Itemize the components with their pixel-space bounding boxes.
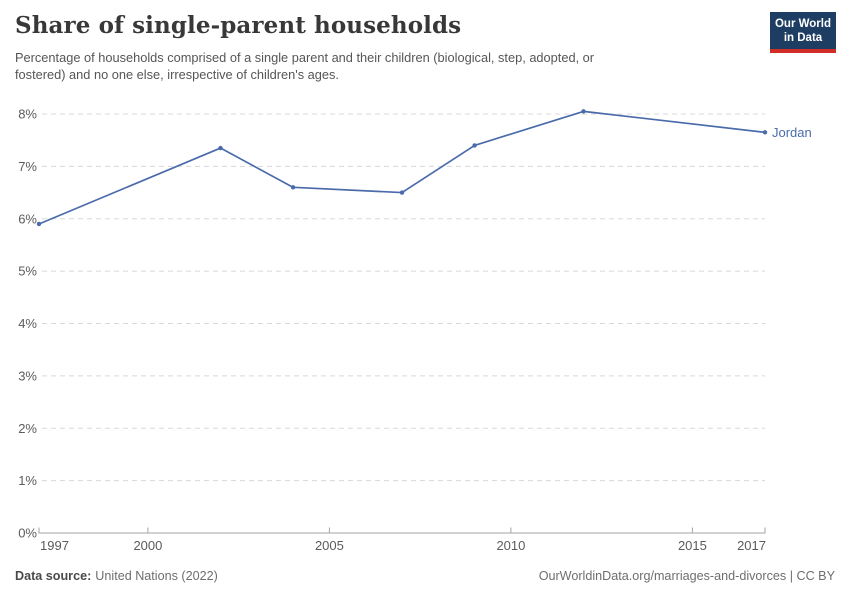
chart-footer: Data source: United Nations (2022) OurWor…: [15, 569, 835, 583]
y-axis-tick-label: 0%: [18, 526, 37, 541]
owid-logo-line-2: in Data: [783, 32, 823, 44]
owid-logo[interactable]: Our World in Data: [770, 12, 836, 53]
series-label: Jordan: [772, 125, 812, 140]
x-axis-tick-label: 2005: [315, 538, 344, 553]
y-axis-tick-label: 4%: [18, 316, 37, 331]
y-axis-tick-label: 8%: [18, 107, 37, 122]
credit-link[interactable]: OurWorldinData.org/marriages-and-divorce…: [538, 569, 835, 583]
data-line: [38, 110, 766, 225]
page-title: Share of single-parent households: [15, 12, 462, 39]
chart-subtitle-line-2: fostered) and no one else, irrespective …: [15, 67, 339, 82]
data-source-value: United Nations (2022): [95, 569, 218, 583]
x-axis-tick-label: 2017: [737, 538, 766, 553]
x-axis-tick-label: 2010: [496, 538, 525, 553]
owid-logo-accent-bar: [770, 49, 836, 53]
y-axis-tick-label: 2%: [18, 421, 37, 436]
data-point: [762, 130, 768, 135]
x-axis-tick-label: 1997: [40, 538, 69, 553]
y-axis-tick-label: 5%: [18, 264, 37, 279]
x-axis-tick-label: 2000: [133, 538, 162, 553]
data-point: [472, 143, 477, 148]
chart-subtitle: Percentage of households comprised of a …: [15, 49, 755, 83]
y-axis-tick-label: 1%: [18, 473, 37, 488]
data-point: [36, 221, 42, 227]
y-axis-tick-label: 6%: [18, 211, 37, 226]
y-axis-tick-label: 7%: [18, 159, 37, 174]
chart-header: Share of single-parent households Percen…: [15, 12, 755, 83]
x-axis-tick-label: 2015: [678, 538, 707, 553]
data-point: [290, 185, 296, 190]
owid-logo-line-1: Our World: [774, 18, 831, 30]
data-point: [218, 145, 223, 151]
y-axis-tick-label: 3%: [18, 368, 37, 383]
data-point: [399, 190, 405, 195]
chart-subtitle-line-1: Percentage of households comprised of a …: [15, 50, 595, 65]
data-source: Data source: United Nations (2022): [15, 569, 218, 583]
data-point: [581, 109, 586, 114]
owid-logo-text: Our World in Data: [770, 12, 836, 49]
data-source-label: Data source:: [15, 569, 92, 583]
